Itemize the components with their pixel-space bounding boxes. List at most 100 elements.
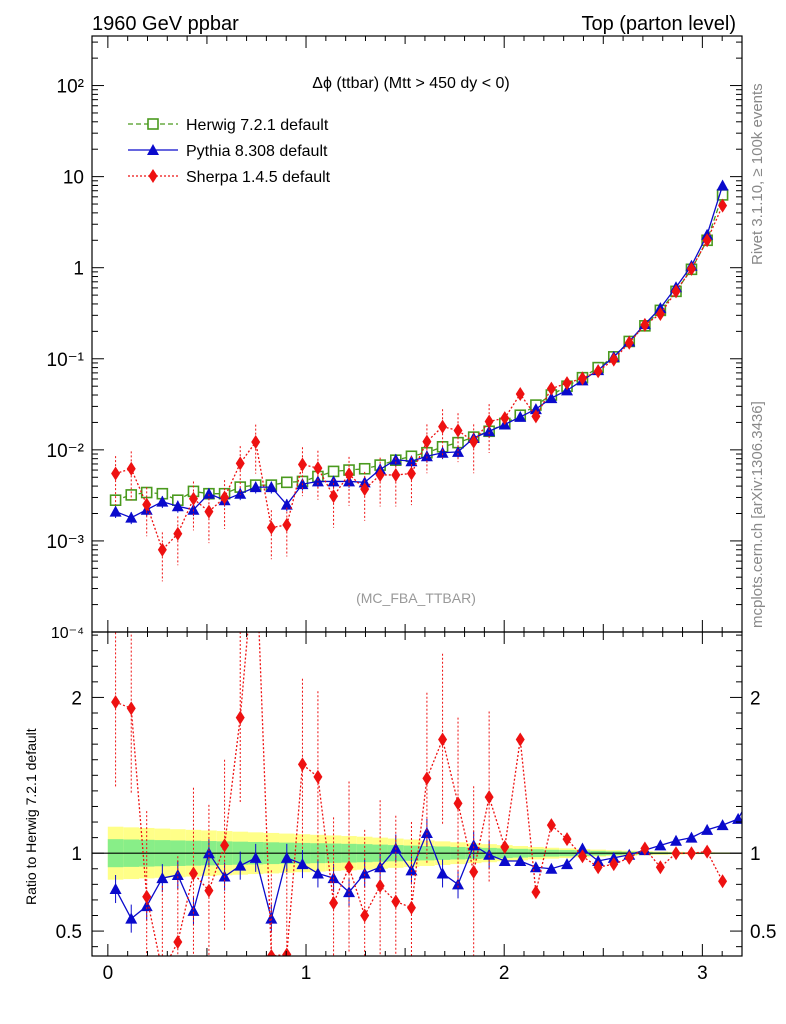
ratio-point: [671, 846, 681, 861]
y-tick-label: 10⁻³: [47, 532, 85, 553]
analysis-watermark: (MC_FBA_TTBAR): [356, 590, 476, 606]
ratio-point: [701, 823, 714, 835]
data-point: [156, 495, 169, 507]
ratio-point: [453, 796, 463, 811]
data-point: [109, 505, 122, 517]
ratio-point: [204, 883, 214, 898]
ratio-point: [436, 867, 449, 879]
ratio-point: [452, 878, 465, 890]
ratio-point: [329, 896, 339, 911]
ratio-point: [467, 839, 480, 851]
data-point: [265, 481, 278, 493]
ratio-point: [624, 850, 634, 865]
data-point: [171, 500, 184, 512]
header-right: Top (parton level): [581, 13, 736, 35]
x-tick-label: 2: [499, 963, 510, 984]
ratio-y-tick-label-right: 2: [750, 688, 761, 709]
data-point: [545, 392, 558, 404]
data-point: [360, 482, 370, 497]
data-point: [484, 414, 494, 429]
ratio-y-tick-label: 2: [71, 688, 82, 709]
data-point: [311, 475, 324, 487]
data-point: [609, 352, 619, 367]
data-point: [111, 466, 121, 481]
ratio-point: [529, 861, 542, 873]
ratio-point: [282, 947, 292, 956]
ratio-point: [576, 842, 589, 854]
data-point: [406, 466, 416, 481]
data-point: [702, 233, 712, 248]
ratio-point: [718, 874, 728, 889]
x-tick-label: 1: [301, 963, 312, 984]
ratio-panel: 0.5 0.5 1 1 2 2 0 1 2 3: [56, 631, 776, 984]
ratio-point: [358, 867, 371, 879]
chart-title: Δϕ (ttbar) (Mtt > 450 dy < 0): [312, 75, 510, 92]
ratio-series-group: [92, 632, 760, 979]
main-panel: 10⁻³ 10⁻² 10⁻¹ 1 10 10² 10⁻⁴ Δϕ (ttbar) (Mtt > …: [47, 35, 743, 642]
ratio-point: [158, 965, 167, 979]
x-tick-label: 0: [103, 963, 114, 984]
ratio-point: [360, 908, 370, 923]
ratio-point: [297, 757, 307, 772]
data-point: [187, 503, 200, 515]
data-point: [188, 491, 198, 506]
legend-marker: [147, 144, 159, 155]
data-point: [281, 476, 293, 489]
ratio-point: [593, 860, 603, 875]
ratio-point: [344, 860, 354, 875]
y-tick-label: 10⁻⁴: [51, 625, 84, 642]
ratio-point: [515, 732, 525, 747]
ratio-point: [188, 866, 198, 881]
ratio-point: [296, 858, 309, 870]
ratio-point: [654, 839, 667, 851]
ratio-point: [234, 859, 247, 871]
ratio-point: [500, 839, 510, 854]
y-tick-label: 1: [73, 259, 84, 280]
data-point: [204, 504, 214, 519]
data-point: [391, 467, 401, 482]
ratio-point: [609, 857, 619, 872]
data-point: [718, 198, 728, 213]
data-point: [529, 403, 542, 415]
series-line: [115, 185, 724, 519]
data-point: [671, 284, 681, 299]
ratio-point: [406, 900, 416, 915]
ratio-point: [280, 851, 293, 863]
ratio-y-tick-label: 0.5: [56, 922, 82, 943]
data-point: [375, 467, 385, 482]
ratio-point: [748, 785, 760, 796]
legend-marker: [148, 169, 158, 183]
data-point: [157, 542, 167, 557]
data-point: [142, 497, 152, 512]
data-point: [220, 490, 230, 505]
data-point: [640, 317, 650, 332]
ratio-point: [249, 851, 262, 863]
data-point: [438, 419, 448, 434]
ratio-point: [111, 695, 121, 710]
ratio-point: [405, 864, 418, 876]
ratio-y-axis-label: Ratio to Herwig 7.2.1 default: [23, 728, 39, 905]
legend-entry: Herwig 7.2.1 default: [186, 117, 329, 134]
y-tick-label: 10: [63, 168, 84, 189]
ratio-point: [670, 834, 683, 846]
ratio-point: [202, 847, 215, 859]
data-point: [251, 434, 261, 449]
data-point: [546, 381, 556, 396]
ratio-point: [716, 819, 729, 831]
ratio-point: [156, 872, 169, 884]
ratio-point: [126, 701, 136, 716]
ratio-point: [422, 771, 432, 786]
main-series-group: [109, 179, 729, 582]
ratio-point: [171, 869, 184, 880]
ratio-point: [266, 949, 276, 956]
data-point: [593, 364, 603, 379]
data-point: [280, 498, 293, 510]
data-point: [329, 489, 339, 504]
data-point: [125, 511, 138, 523]
data-point: [235, 456, 245, 471]
legend: Herwig 7.2.1 default Pythia 8.308 default…: [128, 117, 331, 186]
ratio-point: [311, 867, 324, 879]
ratio-y-tick-label: 1: [71, 844, 82, 865]
ratio-point: [531, 885, 541, 900]
ratio-point: [577, 849, 587, 864]
